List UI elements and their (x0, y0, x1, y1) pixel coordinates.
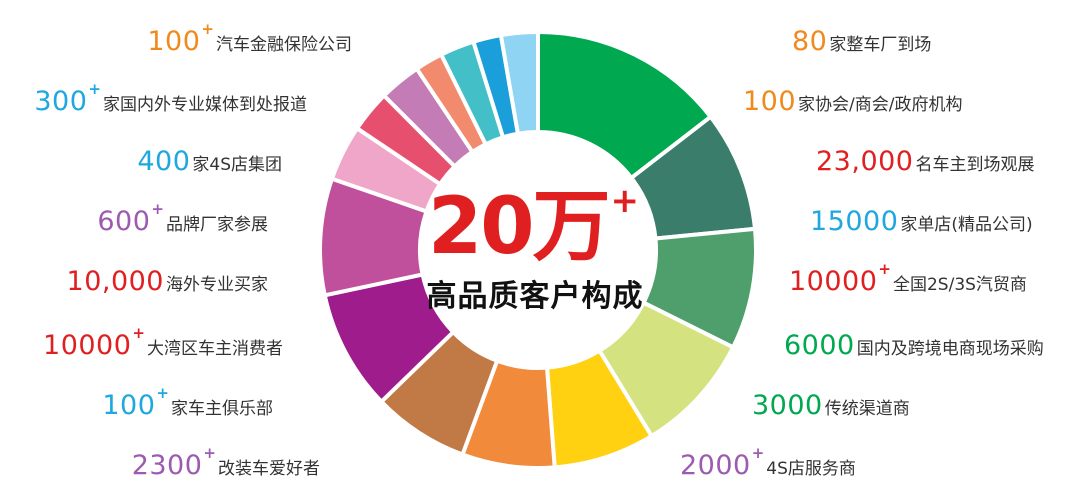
slice-text-12: 品牌厂家参展 (166, 215, 268, 235)
slice-label-14: 300+家国内外专业媒体到处报道 (34, 82, 307, 117)
donut-hole (421, 133, 655, 367)
slice-text-11: 海外专业买家 (166, 275, 268, 295)
slice-plus-10: + (132, 324, 145, 342)
slice-label-11: 10,000 海外专业买家 (67, 268, 268, 295)
slice-number-4: 10000 (789, 266, 878, 297)
slice-label-15: 100+汽车金融保险公司 (147, 22, 352, 57)
slice-number-15: 100 (147, 26, 201, 57)
center-big-text: 20万 (428, 182, 611, 272)
slice-text-5: 国内及跨境电商现场采购 (856, 339, 1044, 359)
donut-slice-15 (498, 29, 540, 137)
slice-label-10: 10000+大湾区车主消费者 (43, 326, 283, 361)
slice-number-13: 400 (137, 146, 191, 177)
slice-number-2: 23,000 (816, 146, 914, 177)
center-subtitle: 高品质客户构成 (426, 279, 644, 314)
slice-text-15: 汽车金融保险公司 (216, 35, 352, 55)
center-headline: 20万+ (428, 184, 668, 278)
slice-plus-9: + (156, 384, 169, 402)
slice-text-3: 家单店(精品公司) (900, 215, 1033, 235)
slice-text-6: 传统渠道商 (824, 399, 910, 419)
slice-number-10: 10000 (43, 330, 132, 361)
slice-label-4: 10000+全国2S/3S汽贸商 (789, 262, 1027, 297)
slice-text-0: 家整车厂到场 (829, 35, 932, 55)
slice-number-11: 10,000 (66, 266, 164, 297)
slice-text-7: 4S店服务商 (766, 459, 856, 479)
slice-number-1: 100 (743, 86, 797, 117)
slice-number-14: 300 (34, 86, 88, 117)
slice-number-8: 2300 (131, 450, 203, 481)
slice-text-13: 家4S店集团 (192, 155, 282, 175)
center-plus: + (610, 181, 639, 221)
slice-text-8: 改装车爱好者 (218, 459, 320, 479)
slice-label-5: 6000 国内及跨境电商现场采购 (784, 332, 1044, 359)
slice-label-8: 2300+改装车爱好者 (131, 446, 320, 481)
slice-label-13: 400 家4S店集团 (137, 148, 282, 175)
slice-plus-15: + (201, 20, 214, 38)
slice-number-5: 6000 (784, 330, 855, 361)
slice-plus-7: + (751, 444, 765, 462)
slice-number-12: 600 (97, 206, 151, 237)
slice-label-1: 100 家协会/商会/政府机构 (743, 88, 963, 115)
slice-label-2: 23,000 名车主到场观展 (816, 148, 1034, 175)
slice-text-2: 名车主到场观展 (915, 155, 1035, 175)
slice-text-4: 全国2S/3S汽贸商 (892, 275, 1027, 295)
slice-label-6: 3000 传统渠道商 (752, 392, 910, 419)
slice-plus-8: + (203, 444, 216, 462)
slice-number-9: 100 (102, 390, 156, 421)
slice-text-14: 家国内外专业媒体到处报道 (103, 95, 307, 115)
slice-text-1: 家协会/商会/政府机构 (798, 95, 963, 115)
slice-text-9: 家车主俱乐部 (171, 399, 273, 419)
slice-plus-4: + (878, 260, 891, 278)
slice-number-6: 3000 (752, 390, 823, 421)
slice-number-0: 80 (792, 26, 828, 57)
slice-number-7: 2000 (680, 450, 751, 481)
slice-label-0: 80 家整车厂到场 (792, 28, 931, 55)
slice-label-7: 2000+4S店服务商 (680, 446, 856, 481)
slice-text-10: 大湾区车主消费者 (147, 339, 283, 359)
slice-number-3: 15000 (810, 206, 899, 237)
slice-label-9: 100+家车主俱乐部 (102, 386, 273, 421)
slice-label-12: 600+品牌厂家参展 (97, 202, 268, 237)
slice-plus-12: + (151, 200, 164, 218)
donut-slice-0 (536, 29, 714, 181)
slice-label-3: 15000 家单店(精品公司) (810, 208, 1033, 235)
slice-plus-14: + (88, 80, 101, 98)
